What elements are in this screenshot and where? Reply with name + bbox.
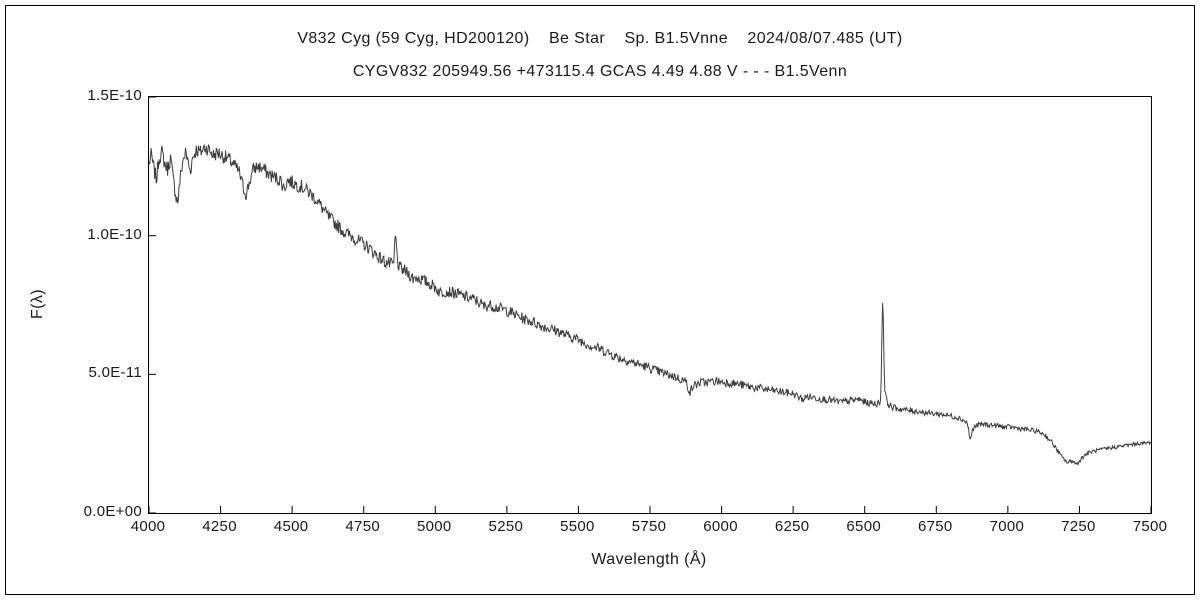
x-tick-label: 5000 bbox=[416, 518, 452, 535]
x-tick-label: 7250 bbox=[1061, 518, 1096, 535]
chart-subtitle: CYGV832 205949.56 +473115.4 GCAS 4.49 4.… bbox=[352, 63, 848, 80]
x-tick-label: 6250 bbox=[774, 518, 810, 535]
spectrum-line bbox=[149, 143, 1151, 467]
plot-area bbox=[148, 96, 1152, 514]
x-tick-label: 4750 bbox=[345, 518, 380, 535]
x-tick-label: 7500 bbox=[1132, 518, 1168, 535]
y-axis-label: F(λ) bbox=[29, 288, 46, 320]
x-tick-label: 4250 bbox=[202, 518, 237, 535]
spectrum-plot-svg bbox=[149, 97, 1151, 513]
x-axis-label: Wavelength (Å) bbox=[591, 551, 707, 568]
x-tick-label: 4000 bbox=[130, 518, 166, 535]
x-tick-label: 6750 bbox=[917, 518, 953, 535]
y-tick-label: 5.0E-11 bbox=[88, 364, 142, 382]
y-tick-label: 1.5E-10 bbox=[87, 87, 142, 104]
x-tick-label: 5500 bbox=[560, 518, 595, 535]
x-tick-label: 6500 bbox=[846, 518, 881, 535]
y-tick-label: 1.0E-10 bbox=[87, 225, 142, 243]
x-tick-label: 5250 bbox=[488, 518, 524, 535]
axis-ticks bbox=[149, 97, 1151, 513]
x-tick-label: 4500 bbox=[273, 518, 309, 535]
y-tick-label: 0.0E+00 bbox=[83, 503, 142, 520]
x-tick-label: 6000 bbox=[703, 518, 738, 535]
x-tick-label: 5750 bbox=[631, 518, 667, 535]
x-tick-label: 7000 bbox=[989, 518, 1025, 535]
chart-title: V832 Cyg (59 Cyg, HD200120) Be Star Sp. … bbox=[297, 30, 903, 47]
